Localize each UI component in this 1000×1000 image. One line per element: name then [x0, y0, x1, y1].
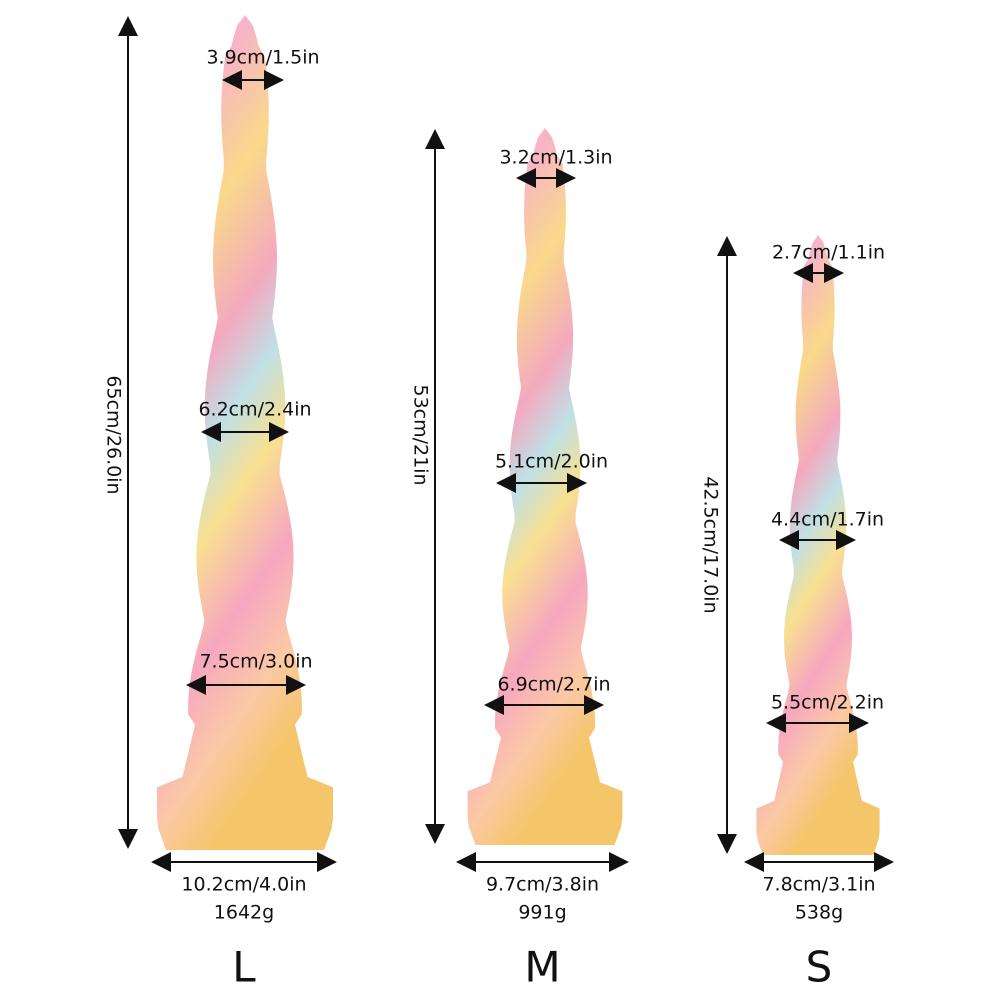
weight-label: 1642g [214, 902, 274, 924]
lower-width-label: 5.5cm/2.2in [771, 692, 884, 714]
lower-width-label: 6.9cm/2.7in [497, 674, 610, 696]
tip-width-label: 2.7cm/1.1in [772, 242, 885, 264]
product-silhouette [756, 235, 880, 855]
base-width-label: 10.2cm/4.0in [181, 874, 306, 896]
size-letter: L [232, 943, 256, 992]
size-letter: M [524, 943, 560, 992]
height-label: 42.5cm/17.0in [700, 476, 722, 613]
mid-width-label: 4.4cm/1.7in [771, 509, 884, 531]
mid-width-label: 5.1cm/2.0in [495, 451, 608, 473]
lower-width-label: 7.5cm/3.0in [199, 651, 312, 673]
product-silhouette [467, 128, 623, 845]
base-width-label: 7.8cm/3.1in [762, 874, 875, 896]
mid-width-label: 6.2cm/2.4in [198, 399, 311, 421]
height-label: 65cm/26.0in [103, 375, 125, 494]
weight-label: 991g [518, 902, 566, 924]
tip-width-label: 3.9cm/1.5in [206, 47, 319, 69]
height-label: 53cm/21in [410, 384, 432, 485]
tip-width-label: 3.2cm/1.3in [499, 147, 612, 169]
size-letter: S [806, 943, 833, 992]
weight-label: 538g [795, 902, 843, 924]
base-width-label: 9.7cm/3.8in [486, 874, 599, 896]
